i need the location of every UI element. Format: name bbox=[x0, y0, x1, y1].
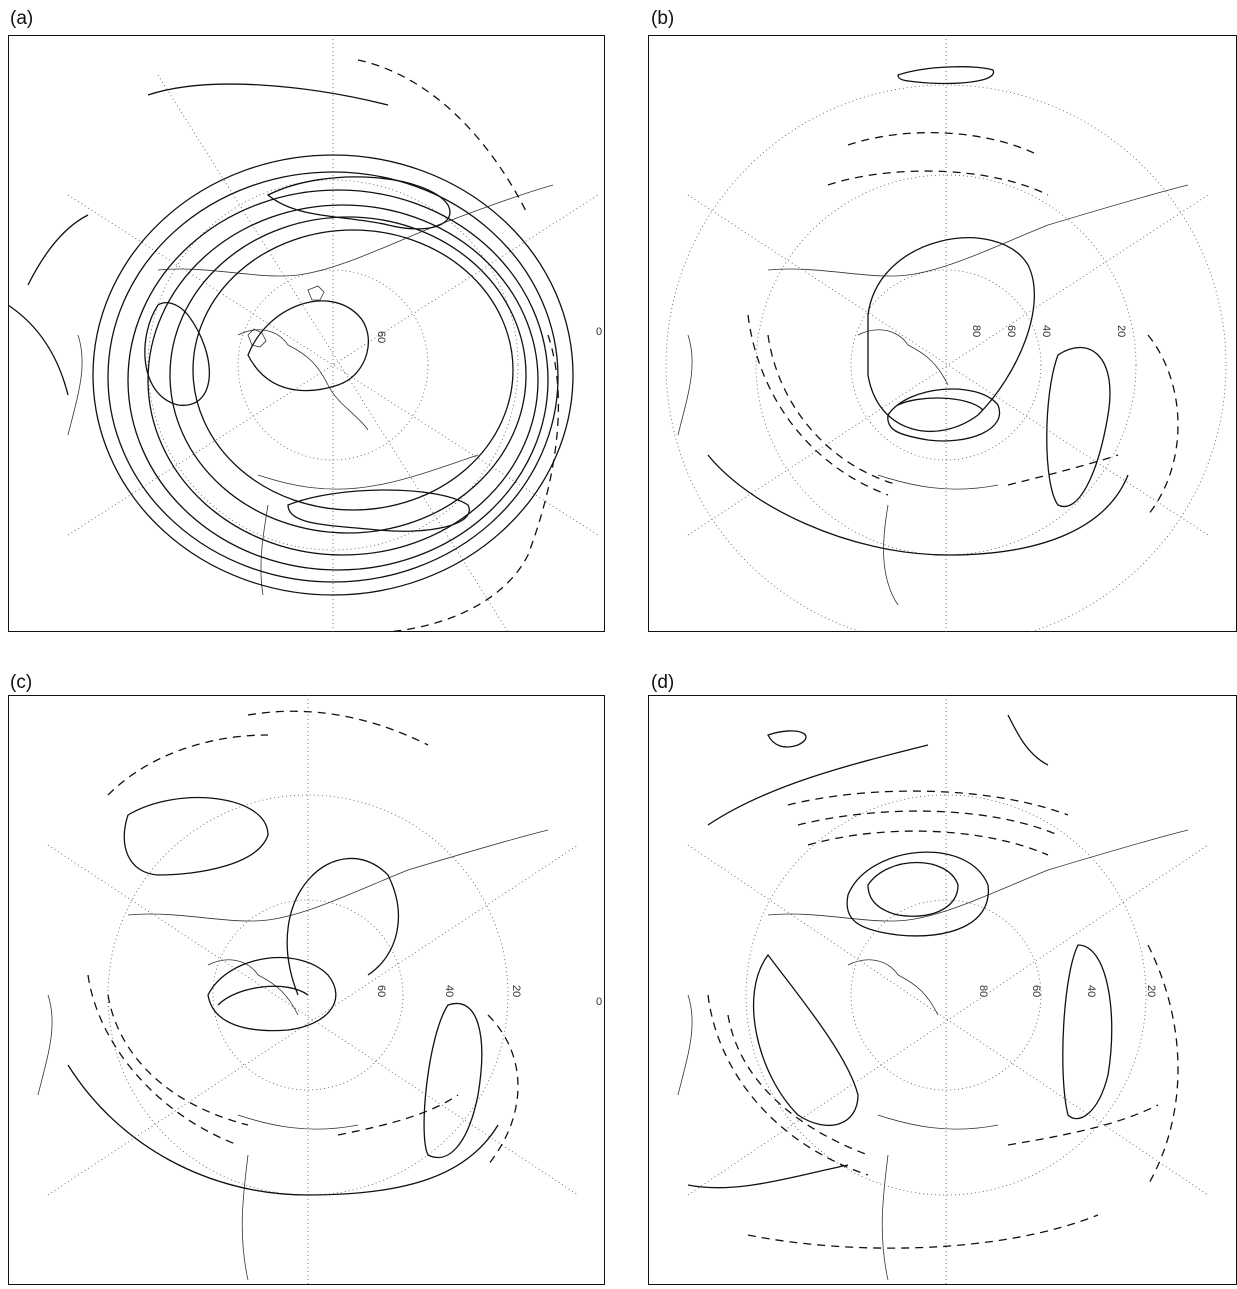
lat-lon-grid bbox=[67, 35, 599, 632]
solid-contours bbox=[8, 83, 574, 596]
solid-contours bbox=[707, 66, 1129, 556]
panel-d-map: 80 60 40 20 bbox=[648, 695, 1237, 1285]
dashed-contours bbox=[707, 790, 1179, 1249]
coastlines bbox=[67, 184, 554, 596]
coastlines bbox=[677, 184, 1189, 606]
lat-label-40: 40 bbox=[443, 985, 455, 997]
panel-b-map: 80 60 40 20 bbox=[648, 35, 1237, 632]
panel-a-label: (a) bbox=[10, 8, 34, 29]
dashed-contours bbox=[747, 132, 1179, 516]
map-frame-border bbox=[648, 35, 1237, 632]
solid-contours bbox=[67, 797, 499, 1196]
lat-label-60: 60 bbox=[375, 985, 387, 997]
panel-b-label: (b) bbox=[651, 8, 675, 29]
lat-label-60: 60 bbox=[375, 331, 387, 343]
dashed-contours bbox=[87, 710, 519, 1166]
coastlines bbox=[677, 829, 1189, 1281]
lat-label-20: 20 bbox=[1145, 985, 1157, 997]
map-frame-border bbox=[8, 695, 605, 1285]
lat-label-40: 40 bbox=[1040, 325, 1052, 337]
lat-lon-grid bbox=[687, 695, 1209, 1285]
lat-label-60: 60 bbox=[1030, 985, 1042, 997]
panel-d-label: (d) bbox=[651, 672, 675, 693]
lat-lon-grid bbox=[47, 695, 579, 1285]
lat-lon-grid bbox=[665, 35, 1227, 632]
lat-label-0: 0 bbox=[596, 326, 602, 338]
lat-label-20: 20 bbox=[510, 985, 522, 997]
lat-label-80: 80 bbox=[970, 325, 982, 337]
dashed-contours bbox=[357, 59, 560, 632]
lat-label-60: 60 bbox=[1005, 325, 1017, 337]
panel-c-map: 60 40 20 0 bbox=[8, 695, 605, 1285]
map-frame-border bbox=[8, 35, 605, 632]
solid-contours bbox=[687, 714, 1113, 1189]
panel-a-map: 60 0 bbox=[8, 35, 605, 632]
lat-label-80: 80 bbox=[977, 985, 989, 997]
lat-label-20: 20 bbox=[1115, 325, 1127, 337]
coastlines bbox=[37, 829, 549, 1281]
panel-c-label: (c) bbox=[10, 672, 33, 693]
lat-label-40: 40 bbox=[1085, 985, 1097, 997]
lat-label-0: 0 bbox=[596, 996, 602, 1008]
